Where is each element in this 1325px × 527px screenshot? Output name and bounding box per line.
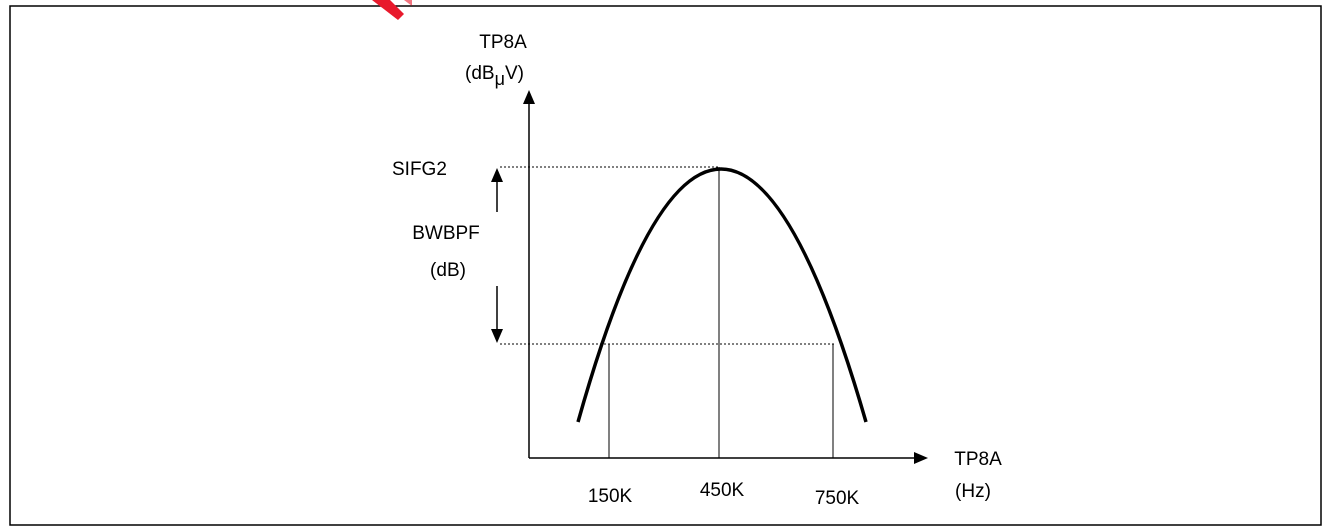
x-axis-arrow: [914, 452, 928, 464]
response-curve: [576, 167, 868, 423]
x-axis-unit: (Hz): [955, 481, 991, 502]
y-axis-title: TP8A: [479, 32, 527, 53]
frequency-label-150k: 150K: [588, 486, 633, 507]
x-axis-title: TP8A: [954, 449, 1002, 470]
peak-label: SIFG2: [392, 159, 447, 180]
bandwidth-arrow-up-head: [491, 168, 503, 182]
bandwidth-label: BWBPF: [412, 223, 480, 244]
frequency-label-450k: 450K: [700, 480, 745, 501]
figure-frame: [9, 5, 1322, 526]
watermark-fragment-2: [404, 0, 412, 6]
frequency-label-750k: 750K: [815, 488, 860, 509]
bandwidth-arrow-down-head: [491, 329, 503, 343]
bandwidth-unit: (dB): [430, 260, 466, 281]
watermark-fragment: [372, 0, 404, 20]
y-axis-arrow: [523, 90, 535, 104]
y-axis-unit: (dBμV): [465, 63, 524, 89]
